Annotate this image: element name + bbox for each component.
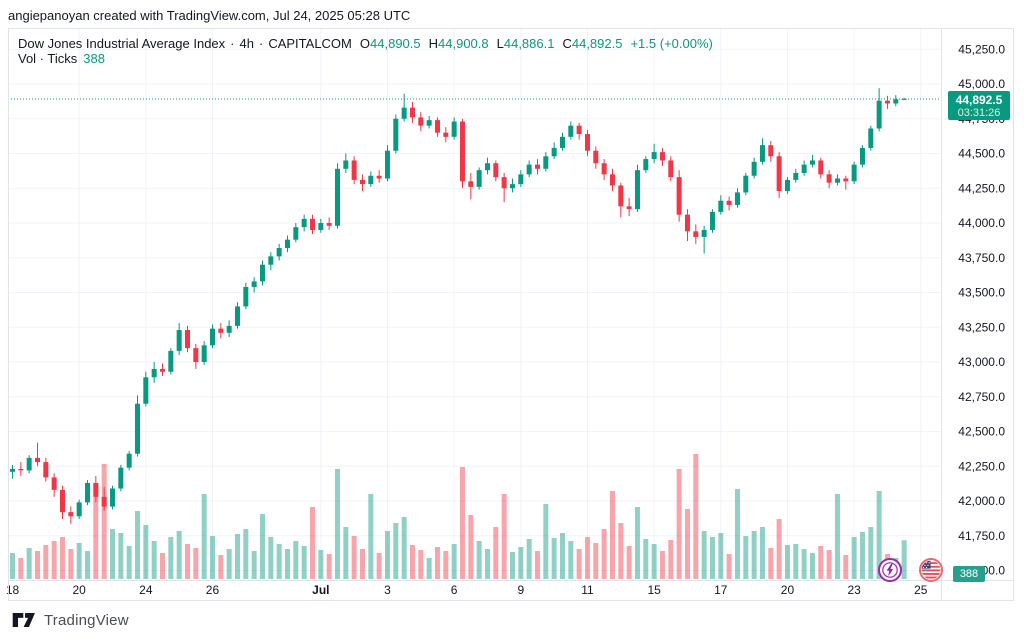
us-flag-glyph — [921, 560, 941, 580]
time-axis-label: 26 — [206, 583, 220, 597]
volume-label: Vol · Ticks — [18, 51, 78, 66]
time-axis-label: 15 — [647, 583, 661, 597]
tradingview-logo[interactable]: TradingView — [12, 610, 129, 630]
price-axis-label: 41,750.0 — [958, 529, 1005, 543]
time-axis[interactable]: 18 20 24 26 Jul 3 6 9 11 15 17 20 23 25 — [6, 583, 928, 597]
low-group: L44,886.1 — [496, 36, 555, 51]
us-flag-event-icon[interactable] — [917, 556, 945, 584]
lightning-bolt-glyph — [886, 563, 894, 577]
lightning-event-icon[interactable] — [876, 556, 904, 584]
price-axis-label: 44,500.0 — [958, 147, 1005, 161]
price-axis-label: 45,250.0 — [958, 42, 1005, 56]
price-axis-label: 44,000.0 — [958, 216, 1005, 230]
symbol-legend-row: Dow Jones Industrial Average Index · 4h … — [18, 36, 713, 51]
time-axis-label: 18 — [6, 583, 20, 597]
chart-legend: Dow Jones Industrial Average Index · 4h … — [18, 36, 713, 66]
pane-borders — [8, 28, 1014, 601]
last-price-value: 44,892.5 — [955, 92, 1003, 107]
volume-layer — [10, 454, 907, 579]
price-axis-label: 42,500.0 — [958, 425, 1005, 439]
time-axis-label: 20 — [72, 583, 86, 597]
time-axis-label: 11 — [581, 583, 594, 597]
legend-separator: · — [230, 36, 235, 51]
price-axis-label: 45,000.0 — [958, 77, 1005, 91]
attribution-watermark: angiepanoyan created with TradingView.co… — [8, 8, 411, 23]
exchange-label: CAPITALCOM — [268, 36, 352, 51]
volume-axis-badge: 388 — [953, 566, 985, 582]
open-group: O44,890.5 — [359, 36, 421, 51]
time-axis-label: 9 — [517, 583, 524, 597]
price-axis-label: 42,750.0 — [958, 390, 1005, 404]
legend-separator: · — [258, 36, 264, 51]
tradingview-logo-icon — [12, 612, 35, 628]
price-axis[interactable]: 45,250.045,000.044,750.044,500.044,250.0… — [958, 42, 1005, 577]
close-value: 44,892.5 — [571, 36, 623, 51]
open-value: 44,890.5 — [370, 36, 421, 51]
price-axis-label: 43,250.0 — [958, 320, 1005, 334]
candles-layer — [10, 88, 907, 524]
high-value: 44,900.8 — [438, 36, 489, 51]
price-axis-label: 43,000.0 — [958, 355, 1005, 369]
bar-countdown: 03:31:26 — [957, 106, 1001, 119]
symbol-title: Dow Jones Industrial Average Index — [18, 36, 226, 51]
time-axis-label: 25 — [914, 583, 928, 597]
price-axis-label: 43,750.0 — [958, 251, 1005, 265]
grid-layer — [8, 28, 941, 580]
price-axis-label: 44,250.0 — [958, 181, 1005, 195]
tradingview-logo-text: TradingView — [44, 611, 129, 629]
time-axis-label: Jul — [312, 583, 329, 597]
last-price-badge: 44,892.5 03:31:26 — [948, 91, 1010, 120]
price-axis-label: 42,250.0 — [958, 459, 1005, 473]
time-axis-label: 17 — [714, 583, 728, 597]
volume-legend-row: Vol · Ticks 388 — [18, 51, 713, 66]
low-value: 44,886.1 — [503, 36, 555, 51]
lightning-icon-inner-ring — [882, 562, 898, 578]
price-axis-label: 42,000.0 — [958, 494, 1005, 508]
volume-value: 388 — [83, 51, 105, 66]
close-group: C44,892.5 — [562, 36, 623, 51]
change-value: +1.5 (+0.00%) — [630, 36, 713, 51]
time-axis-label: 23 — [847, 583, 861, 597]
time-axis-label: 24 — [139, 583, 153, 597]
interval-label: 4h — [239, 36, 254, 51]
time-axis-label: 3 — [384, 583, 391, 597]
time-axis-label: 6 — [451, 583, 458, 597]
high-group: H44,900.8 — [428, 36, 489, 51]
price-axis-label: 43,500.0 — [958, 286, 1005, 300]
time-axis-label: 20 — [781, 583, 795, 597]
